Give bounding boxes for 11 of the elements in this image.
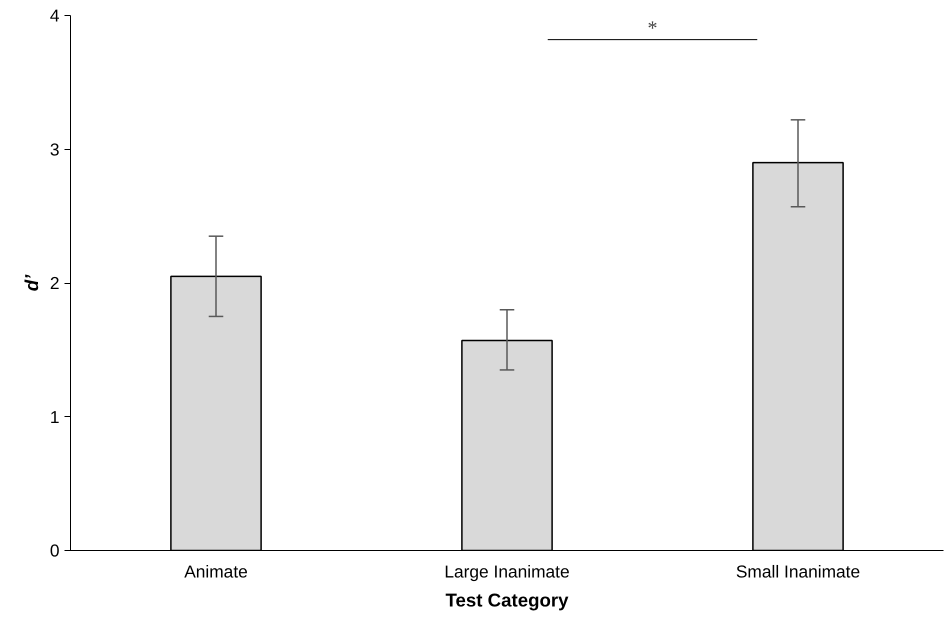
y-tick-label: 3	[50, 139, 60, 160]
y-tick-label: 4	[50, 6, 60, 26]
y-axis-title: d’	[20, 274, 42, 292]
x-tick-label: Large Inanimate	[444, 562, 570, 582]
x-tick-label: Animate	[184, 562, 248, 582]
y-tick-label: 2	[50, 273, 60, 293]
x-axis-title: Test Category	[445, 590, 570, 610]
y-tick-label: 0	[50, 540, 60, 560]
y-tick-label: 1	[50, 406, 60, 427]
annotation: *	[648, 18, 658, 40]
x-tick-label: Small Inanimate	[736, 562, 860, 582]
